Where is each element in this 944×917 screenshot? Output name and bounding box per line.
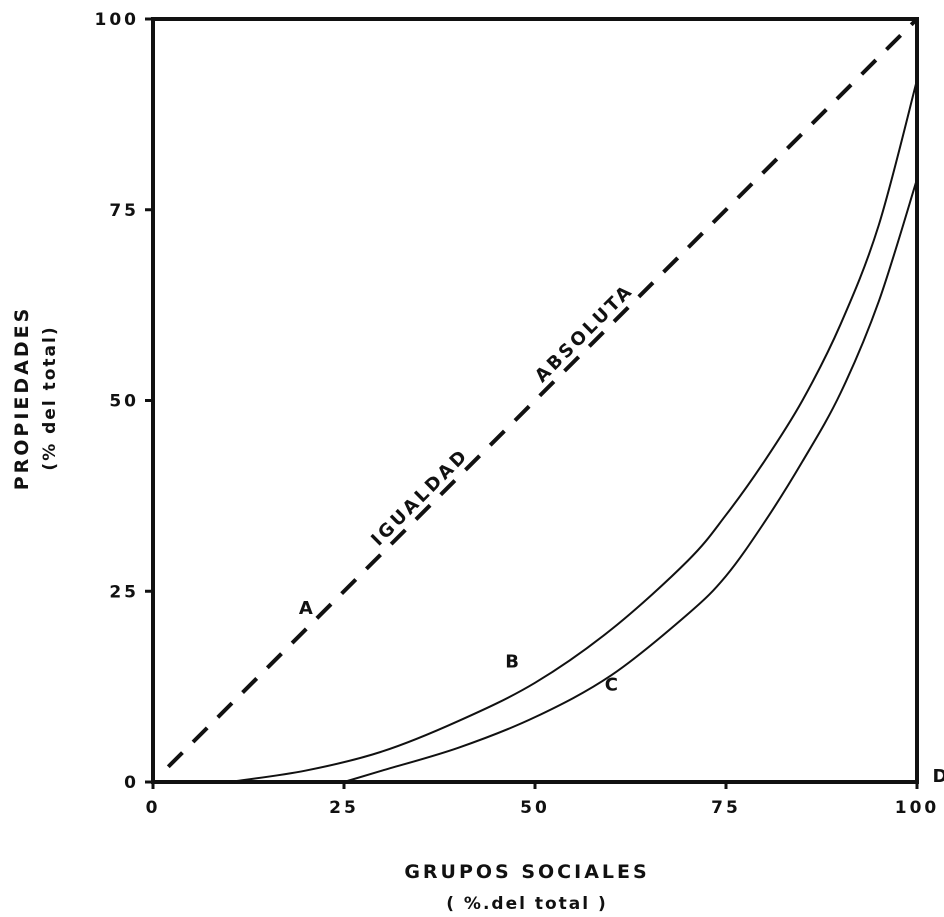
equality-line-label: ABSOLUTA — [531, 280, 638, 387]
y-tick-label: 75 — [109, 201, 139, 221]
curve-label: B — [505, 652, 519, 673]
lorenz-curve — [343, 178, 918, 783]
x-tick-label: 25 — [329, 798, 359, 818]
curve-label: C — [605, 674, 618, 695]
x-tick-label: 75 — [711, 798, 741, 818]
x-tick-label: 50 — [520, 798, 550, 818]
annotations: A B C D IGUALDAD ABSOLUTA — [299, 280, 944, 787]
y-tick-label: 0 — [124, 773, 139, 793]
y-tick-label: 50 — [109, 392, 139, 412]
axis-ticks: 0 25 50 75 100 0 25 50 75 100 — [95, 10, 940, 818]
lorenz-curve — [229, 79, 918, 783]
series-lines — [166, 17, 919, 783]
x-axis-label: GRUPOS SOCIALES — [404, 861, 649, 883]
x-axis-sublabel: ( %.del total ) — [446, 894, 608, 914]
y-axis-label: PROPIEDADES — [11, 306, 33, 491]
x-tick-label: 100 — [895, 798, 940, 818]
y-tick-label: 100 — [95, 10, 140, 30]
y-tick-label: 25 — [109, 582, 139, 602]
equality-line — [166, 17, 919, 769]
y-axis-sublabel: (% del total) — [40, 325, 60, 470]
curve-label: D — [932, 766, 944, 787]
curve-label: A — [299, 598, 313, 619]
equality-line-label: IGUALDAD — [367, 445, 473, 551]
x-tick-label: 0 — [146, 798, 161, 818]
